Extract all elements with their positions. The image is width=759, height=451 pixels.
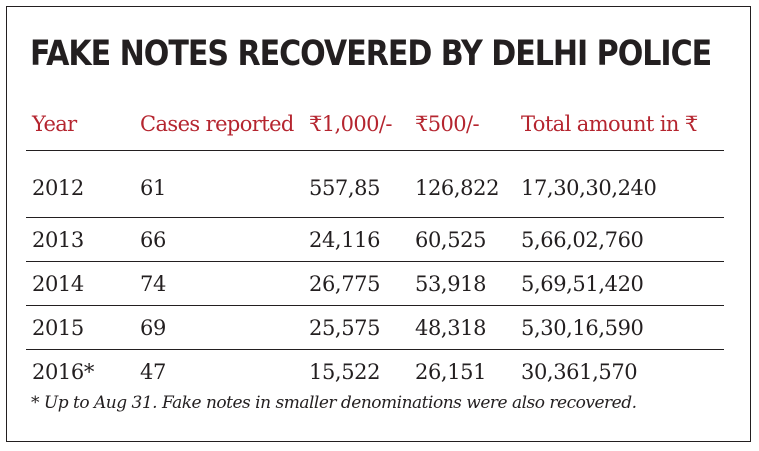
footnote: * Up to Aug 31. Fake notes in smaller de… [31,393,637,413]
cell-total: 5,30,16,590 [521,315,644,340]
cell-total: 17,30,30,240 [521,176,657,200]
cell-rs1000: 15,522 [309,359,381,384]
cell-year: 2013 [32,227,84,252]
header-rs500-notes: ₹500/- [415,112,480,136]
cell-year: 2015 [32,315,84,340]
table-row: 2013 66 24,116 60,525 5,66,02,760 [26,218,724,262]
cell-total: 5,69,51,420 [521,271,644,296]
cell-rs1000: 557,85 [309,176,381,200]
chart-title: FAKE NOTES RECOVERED BY DELHI POLICE [30,34,712,74]
cell-cases: 69 [140,315,166,340]
cell-year: 2012 [32,176,84,200]
data-table: Year Cases reported ₹1,000/- ₹500/- Tota… [26,98,724,393]
table-frame [6,6,751,442]
cell-cases: 66 [140,227,166,252]
header-cases-reported: Cases reported [140,112,294,136]
cell-rs500: 53,918 [415,271,487,296]
table-row: 2016* 47 15,522 26,151 30,361,570 [26,350,724,394]
cell-cases: 47 [140,359,166,384]
table-row: 2012 61 557,85 126,822 17,30,30,240 [26,151,724,218]
cell-rs500: 26,151 [415,359,487,384]
header-rs1000-notes: ₹1,000/- [309,112,392,136]
cell-rs500: 60,525 [415,227,487,252]
header-row: Year Cases reported ₹1,000/- ₹500/- Tota… [26,98,724,151]
cell-cases: 74 [140,271,166,296]
frame-notch [377,7,391,19]
table-row: 2014 74 26,775 53,918 5,69,51,420 [26,262,724,306]
cell-year: 2014 [32,271,84,296]
header-total-amount: Total amount in ₹ [521,112,698,136]
cell-rs1000: 26,775 [309,271,381,296]
cell-total: 5,66,02,760 [521,227,644,252]
cell-cases: 61 [140,176,166,200]
cell-year: 2016* [32,359,94,384]
cell-total: 30,361,570 [521,359,638,384]
cell-rs500: 48,318 [415,315,487,340]
table-row: 2015 69 25,575 48,318 5,30,16,590 [26,306,724,350]
cell-rs1000: 24,116 [309,227,381,252]
cell-rs500: 126,822 [415,176,500,200]
cell-rs1000: 25,575 [309,315,381,340]
header-year: Year [32,112,77,136]
